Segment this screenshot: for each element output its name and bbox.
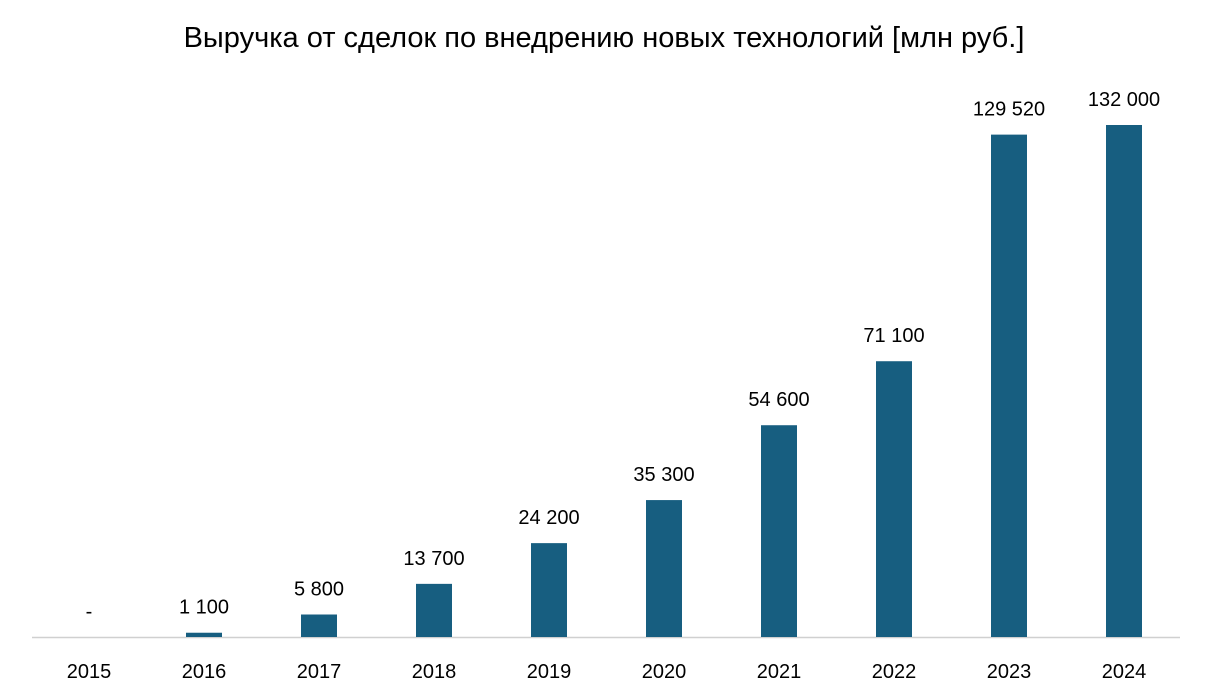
data-label-2024: 132 000	[1088, 89, 1160, 111]
x-tick-label-2017: 2017	[297, 661, 342, 683]
bar-2020	[646, 500, 682, 637]
data-label-2018: 13 700	[403, 548, 464, 570]
bar-2018	[416, 583, 452, 637]
bar-2022	[876, 361, 912, 637]
x-tick-label-2019: 2019	[527, 661, 572, 683]
bar-2019	[531, 543, 567, 637]
data-label-2016: 1 100	[179, 597, 229, 619]
data-label-2021: 54 600	[748, 389, 809, 411]
x-tick-label-2024: 2024	[1102, 661, 1147, 683]
data-label-2023: 129 520	[973, 99, 1045, 121]
bar-2016	[186, 632, 222, 637]
x-tick-label-2020: 2020	[642, 661, 687, 683]
x-tick-label-2015: 2015	[67, 661, 112, 683]
chart-title: Выручка от сделок по внедрению новых тех…	[183, 22, 1025, 54]
data-label-2022: 71 100	[863, 325, 924, 347]
x-tick-label-2021: 2021	[757, 661, 802, 683]
data-label-2015: -	[86, 601, 93, 623]
data-label-2019: 24 200	[518, 507, 579, 529]
data-label-2020: 35 300	[633, 464, 694, 486]
bar-2024	[1106, 125, 1142, 637]
data-label-2017: 5 800	[294, 579, 344, 601]
x-tick-label-2022: 2022	[872, 661, 917, 683]
x-tick-label-2016: 2016	[182, 661, 227, 683]
x-tick-label-2023: 2023	[987, 661, 1032, 683]
bar-2017	[301, 614, 337, 637]
bar-2021	[761, 425, 797, 637]
bar-2023	[991, 134, 1027, 638]
x-tick-label-2018: 2018	[412, 661, 457, 683]
